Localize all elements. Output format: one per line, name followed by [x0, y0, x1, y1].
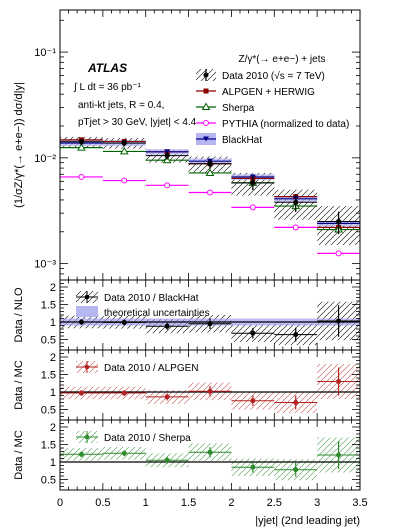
- ratio-legend-swatch-marker: [84, 434, 90, 440]
- ratio-point: [336, 379, 342, 384]
- legend-entry: PYTHIA (normalized to data): [222, 119, 349, 130]
- lumi-label: ∫ L dt = 36 pb⁻¹: [73, 82, 142, 93]
- legend-title: Z/γ*(→ e+e−) + jets: [239, 54, 326, 65]
- y-tick-label: 0.5: [41, 335, 56, 347]
- x-tick-label: 3.5: [352, 497, 367, 509]
- annotation-jets: anti-kt jets, R = 0.4,: [78, 100, 164, 111]
- y-tick-label: 1: [50, 457, 56, 469]
- data-point: [164, 153, 170, 159]
- y-axis-label: Data / MC: [13, 360, 25, 410]
- ratio-legend-swatch-marker: [84, 294, 90, 300]
- data-point: [335, 218, 342, 225]
- pythia-marker: [207, 189, 213, 196]
- y-tick-label: 2: [50, 422, 56, 434]
- ratio-legend-entry: Data 2010 / Sherpa: [104, 433, 191, 444]
- data-point: [293, 199, 299, 205]
- legend-entry: ALPGEN + HERWIG: [222, 87, 315, 98]
- ratio-legend-swatch-marker: [84, 364, 90, 370]
- data-point: [78, 139, 85, 145]
- pythia-marker: [203, 120, 209, 126]
- sherpa-marker: [201, 102, 211, 110]
- ratio-legend-entry: theoretical uncertainties: [104, 308, 210, 319]
- x-tick-label: 3: [314, 497, 320, 509]
- data-point: [250, 180, 256, 186]
- x-axis-label: |yjet| (2nd leading jet): [255, 515, 360, 527]
- x-tick-label: 1.5: [181, 497, 196, 509]
- y-tick-label: 2: [50, 282, 56, 294]
- ratio-point: [336, 452, 342, 458]
- y-tick-label: 1.5: [41, 300, 56, 312]
- pythia-marker: [121, 177, 128, 184]
- ratio-point: [207, 388, 213, 394]
- ratio-point: [164, 394, 170, 400]
- y-tick-label: 10⁻³: [34, 259, 56, 271]
- x-tick-label: 0: [57, 497, 63, 509]
- ratio-legend-entry: Data 2010 / ALPGEN: [104, 363, 199, 374]
- ratio-point: [293, 467, 299, 473]
- pythia-marker: [249, 204, 256, 211]
- sherpa-marker: [77, 143, 86, 151]
- y-tick-label: 1: [50, 317, 56, 329]
- legend-entry: Sherpa: [222, 103, 255, 114]
- y-axis-label: Data / MC: [13, 430, 25, 480]
- ratio-point: [78, 390, 84, 396]
- ratio-legend-entry: Data 2010 / BlackHat: [104, 293, 199, 304]
- y-tick-label: 0.5: [41, 405, 56, 417]
- pythia-marker: [164, 182, 171, 189]
- x-tick-label: 1: [143, 497, 149, 509]
- legend-entry: Data 2010 (√s = 7 TeV): [222, 70, 325, 82]
- legend-entry: BlackHat: [222, 135, 262, 146]
- y-tick-label: 0.5: [41, 475, 56, 487]
- legend-swatch-data-marker: [203, 72, 209, 78]
- y-tick-label: 1: [50, 387, 56, 399]
- annotation-cuts: pTjet > 30 GeV, |yjet| < 4.4: [78, 117, 197, 128]
- sherpa-marker: [119, 146, 129, 155]
- ratio-point: [207, 449, 213, 455]
- ratio-point: [207, 321, 213, 327]
- ratio-point: [250, 330, 256, 336]
- x-tick-label: 0.5: [95, 497, 110, 509]
- ratio-point: [293, 400, 299, 405]
- ratio-point: [164, 323, 170, 329]
- pythia-marker: [292, 224, 299, 231]
- x-tick-label: 2.5: [267, 497, 282, 509]
- blackhat-marker: [203, 136, 209, 142]
- ratio-point: [164, 457, 170, 463]
- x-tick-label: 2: [228, 497, 234, 509]
- ratio-point: [250, 464, 256, 470]
- data-point: [207, 161, 213, 167]
- y-tick-label: 10⁻¹: [34, 47, 56, 59]
- alpgen-marker: [203, 88, 209, 94]
- data-point: [121, 140, 127, 146]
- sherpa-marker: [205, 168, 215, 176]
- y-axis-label: Data / NLO: [13, 287, 25, 342]
- pythia-marker: [78, 173, 85, 180]
- ratio-point: [293, 332, 299, 338]
- ratio-point: [78, 451, 84, 457]
- y-tick-label: 10⁻²: [34, 153, 56, 165]
- ratio-legend-swatch-theory: [76, 306, 98, 317]
- atlas-label: ATLAS: [87, 61, 127, 75]
- y-axis-label: (1/σZ/γ*(→ e+e−)) dσ/d|y|: [13, 82, 25, 208]
- ratio-point: [250, 398, 256, 404]
- ratio-point: [121, 450, 127, 456]
- ratio-point: [121, 319, 127, 325]
- ratio-point: [78, 319, 84, 325]
- y-tick-label: 1.5: [41, 440, 56, 452]
- ratio-point: [121, 390, 127, 396]
- y-tick-label: 2: [50, 352, 56, 364]
- y-tick-label: 1.5: [41, 370, 56, 382]
- ratio-point: [336, 318, 342, 324]
- pythia-marker: [335, 250, 342, 257]
